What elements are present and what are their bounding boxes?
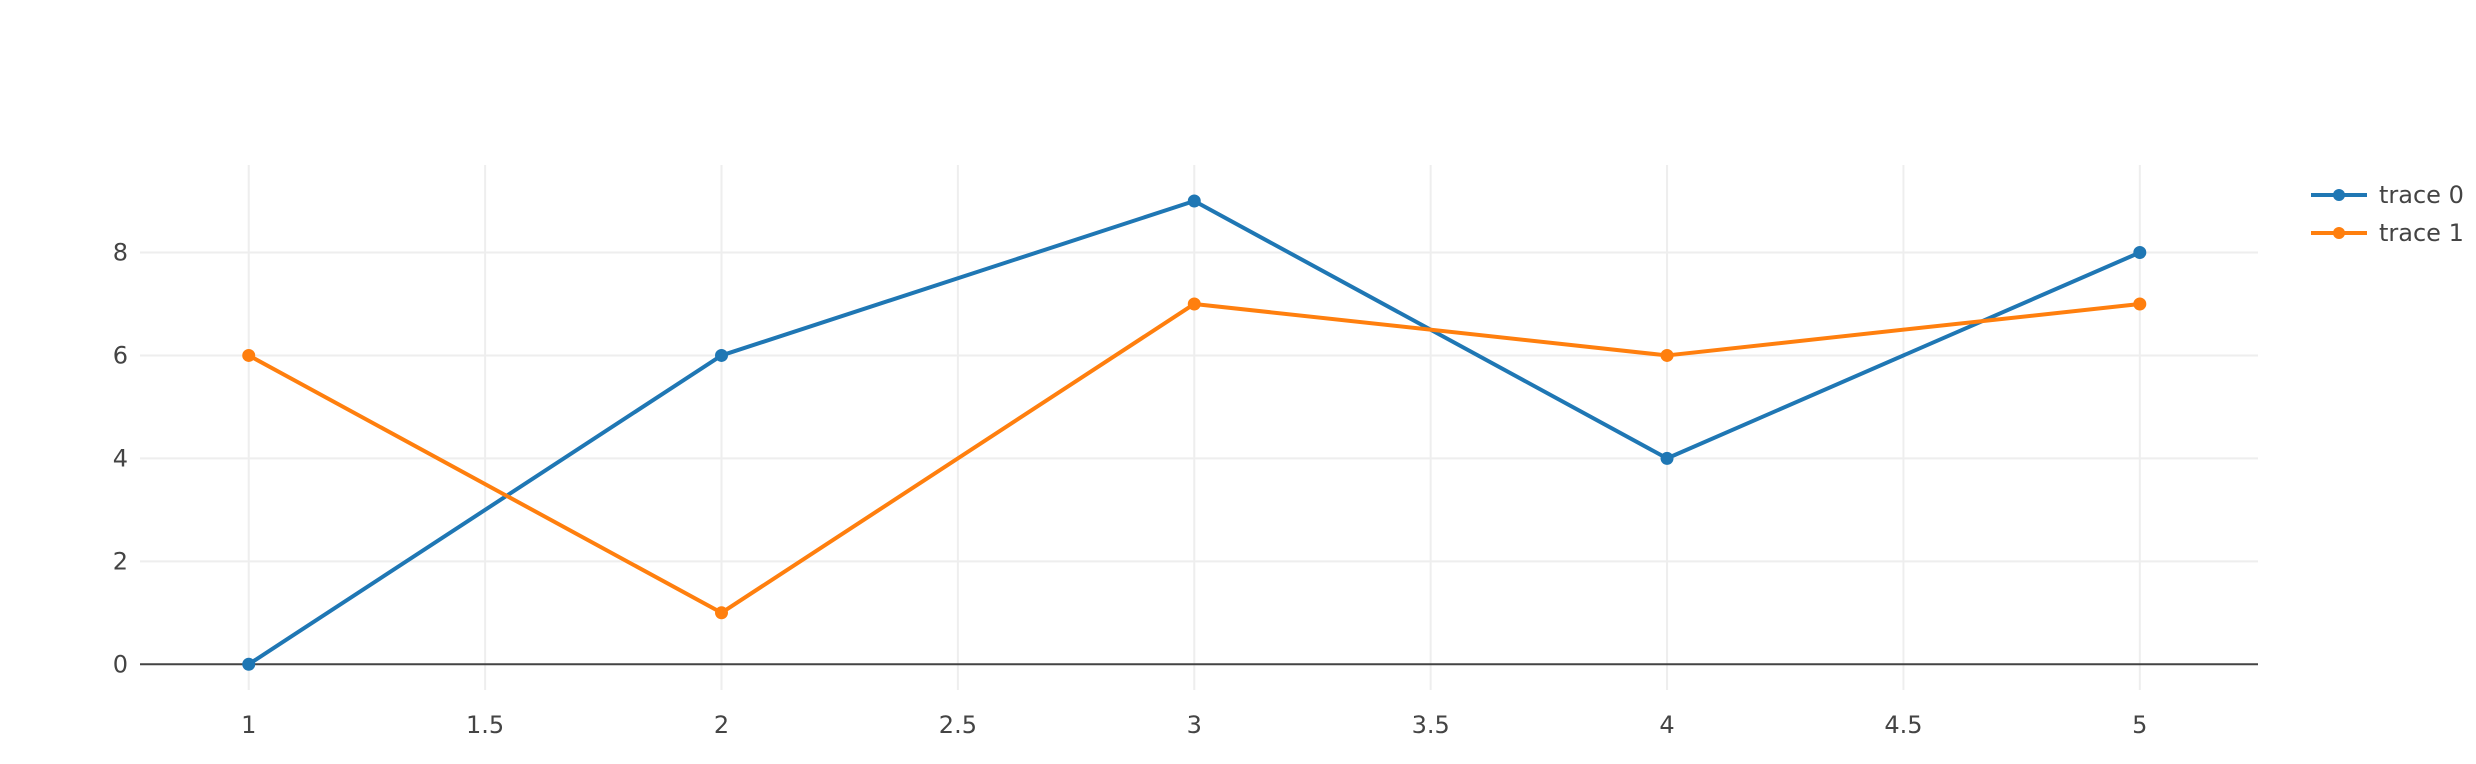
data-point[interactable] bbox=[1187, 297, 1201, 311]
x-tick-label: 1.5 bbox=[466, 711, 504, 739]
x-tick-label: 3.5 bbox=[1412, 711, 1450, 739]
y-tick-label: 6 bbox=[113, 341, 128, 369]
legend-swatch-marker bbox=[2333, 189, 2345, 201]
x-tick-label: 3 bbox=[1187, 711, 1202, 739]
series-layer bbox=[242, 194, 2147, 671]
legend-item[interactable]: trace 0 bbox=[2311, 181, 2464, 209]
x-tick-label: 4.5 bbox=[1884, 711, 1922, 739]
legend-item[interactable]: trace 1 bbox=[2311, 219, 2464, 247]
legend-label: trace 0 bbox=[2379, 181, 2464, 209]
y-tick-label: 8 bbox=[113, 239, 128, 267]
data-point[interactable] bbox=[242, 657, 256, 671]
x-tick-label: 2 bbox=[714, 711, 729, 739]
series-1 bbox=[242, 297, 2147, 620]
data-point[interactable] bbox=[2133, 246, 2147, 259]
y-tick-label: 2 bbox=[113, 547, 128, 575]
series-0 bbox=[242, 194, 2147, 671]
x-tick-label: 2.5 bbox=[939, 711, 977, 739]
grid-lines bbox=[140, 165, 2258, 690]
axes: 1 1.5 2 2.5 3 3.5 4 4.5 5 0 2 4 6 8 bbox=[113, 239, 2258, 739]
data-point[interactable] bbox=[715, 606, 729, 620]
data-point[interactable] bbox=[1187, 194, 1201, 208]
y-tick-label: 4 bbox=[113, 444, 128, 472]
x-tick-label: 5 bbox=[2132, 711, 2147, 739]
data-point[interactable] bbox=[1660, 451, 1674, 465]
data-point[interactable] bbox=[2133, 297, 2147, 311]
data-point[interactable] bbox=[715, 348, 729, 362]
x-tick-label: 1 bbox=[241, 711, 256, 739]
x-tick-label: 4 bbox=[1659, 711, 1674, 739]
legend-swatch-marker bbox=[2333, 227, 2345, 239]
legend[interactable]: trace 0 trace 1 bbox=[2311, 181, 2464, 247]
data-point[interactable] bbox=[242, 348, 256, 362]
data-point[interactable] bbox=[1660, 348, 1674, 362]
legend-label: trace 1 bbox=[2379, 219, 2464, 247]
y-tick-label: 0 bbox=[113, 650, 128, 678]
